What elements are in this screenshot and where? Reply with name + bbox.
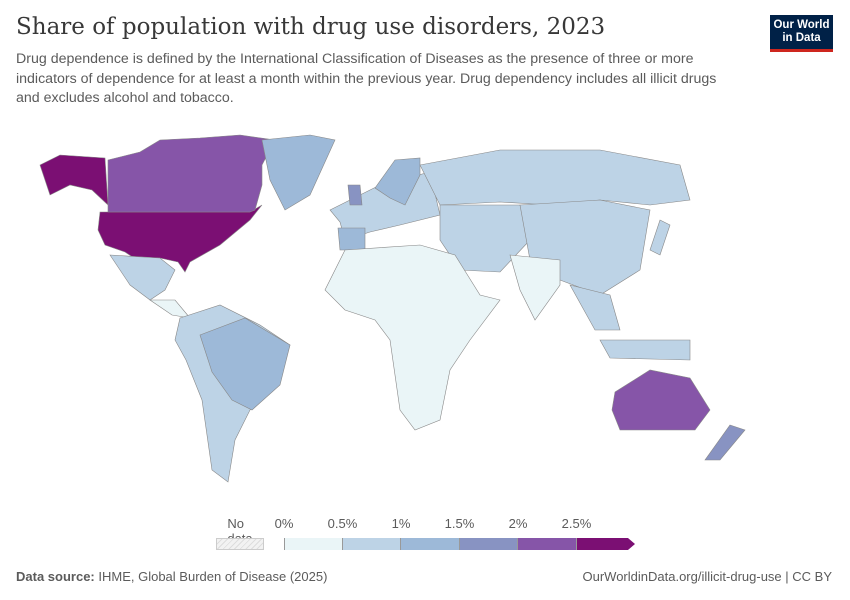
map-region-india[interactable]: India: 0.3%: [509, 254, 561, 321]
legend-bin[interactable]: [576, 538, 635, 550]
legend-bin[interactable]: [459, 538, 518, 550]
map-region-southeast-asia[interactable]: Southeast Asia: 0.7%: [569, 284, 621, 331]
map-region-central-america[interactable]: Central America: 0.4%: [149, 299, 191, 319]
data-source: Data source: IHME, Global Burden of Dise…: [16, 569, 327, 584]
world-map: United States: 2.7%Alaska (US): 2.7%Cana…: [39, 134, 746, 483]
map-region-russia[interactable]: Russia: 0.8%: [419, 149, 691, 206]
legend-bin[interactable]: [284, 538, 343, 550]
map-region-australia[interactable]: Australia: 2.2%: [611, 369, 711, 431]
owid-logo[interactable]: Our World in Data: [770, 15, 833, 52]
map-region-scandinavia[interactable]: Scandinavia: 1.2%: [374, 157, 421, 206]
map-region-indonesia[interactable]: Indonesia: 0.7%: [599, 339, 691, 361]
legend-no-data-swatch[interactable]: [216, 538, 264, 550]
map-region-japan[interactable]: Japan: 0.7%: [649, 219, 671, 256]
map-region-spain[interactable]: Spain: 1.2%: [337, 227, 366, 251]
legend-bin[interactable]: [518, 538, 577, 550]
legend-bin[interactable]: [401, 538, 460, 550]
legend-tick: 2.5%: [561, 516, 592, 531]
legend-tick: 1%: [391, 516, 411, 531]
map-region-brazil[interactable]: Brazil: 1.2%: [199, 317, 291, 411]
chart-subtitle: Drug dependence is defined by the Intern…: [16, 51, 717, 106]
source-text: IHME, Global Burden of Disease (2025): [98, 569, 328, 584]
map-region-united-kingdom[interactable]: United Kingdom: 1.7%: [347, 184, 363, 206]
map-region-greenland[interactable]: Greenland: 1.2%: [261, 134, 336, 211]
map-region-mexico[interactable]: Mexico: 0.7%: [109, 254, 176, 301]
legend-tick: 1.5%: [444, 516, 475, 531]
chart-title: Share of population with drug use disord…: [16, 14, 606, 40]
map-region-alaska-us-[interactable]: Alaska (US): 2.7%: [39, 154, 109, 206]
legend-bin[interactable]: [342, 538, 401, 550]
source-label: Data source:: [16, 569, 95, 584]
map-region-canada[interactable]: Canada: 2.2%: [107, 134, 276, 213]
source-link[interactable]: OurWorldinData.org/illicit-drug-use | CC…: [582, 569, 833, 584]
map-region-new-zealand[interactable]: New Zealand: 1.7%: [704, 424, 746, 461]
map-region-united-states[interactable]: United States: 2.7%: [97, 204, 263, 273]
legend-tick: 0.5%: [327, 516, 358, 531]
map-region-africa[interactable]: Africa: 0.3%: [324, 244, 501, 431]
legend-tick: 0%: [274, 516, 294, 531]
legend-tick: 2%: [508, 516, 528, 531]
